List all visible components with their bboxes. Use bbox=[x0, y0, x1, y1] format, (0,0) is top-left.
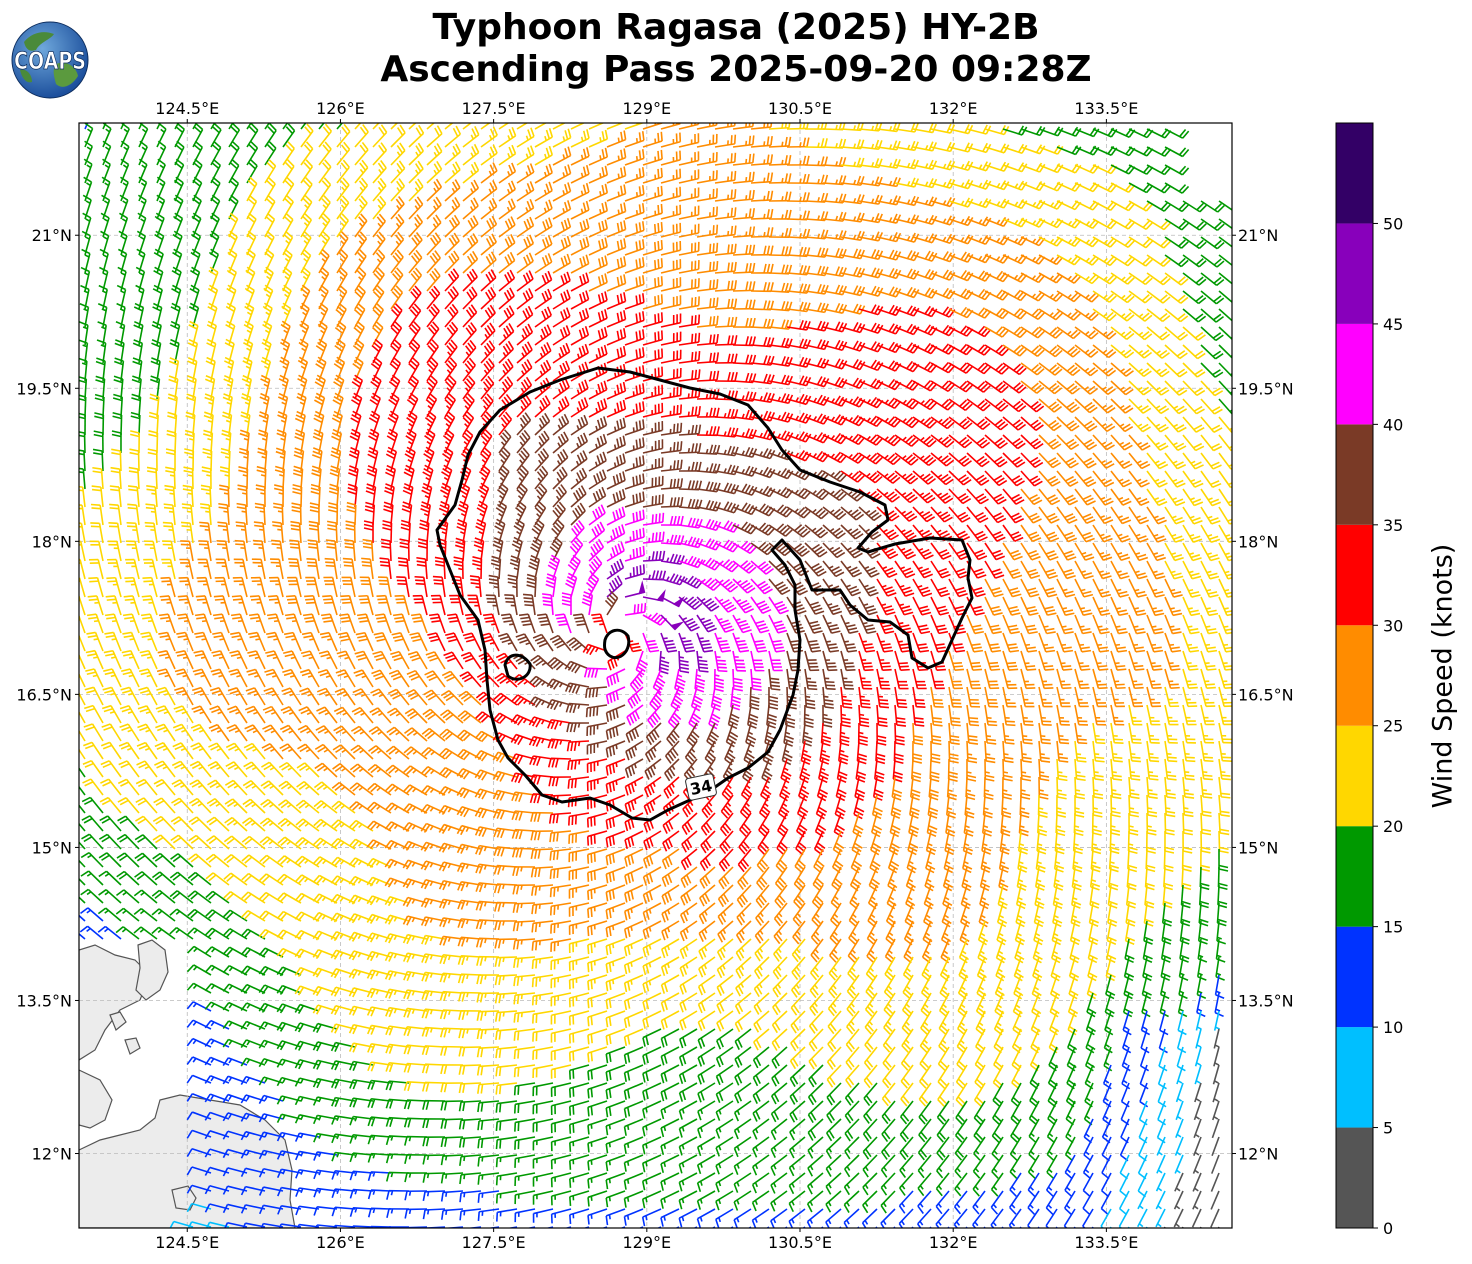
lon-tick-label-bottom: 132°E bbox=[929, 1233, 978, 1252]
lat-tick-label-right: 19.5°N bbox=[1238, 379, 1294, 398]
lon-tick-label-top: 124.5°E bbox=[155, 99, 219, 118]
wind-barb bbox=[734, 1227, 751, 1246]
colorbar-tick-label: 35 bbox=[1383, 516, 1403, 535]
wind-barb bbox=[1046, 1227, 1057, 1250]
lat-tick-label-right: 16.5°N bbox=[1238, 685, 1294, 704]
colorbar-tick-label: 0 bbox=[1383, 1219, 1393, 1238]
wind-barb bbox=[862, 1227, 877, 1249]
wind-barb bbox=[899, 1227, 913, 1249]
colorbar-bin-7 bbox=[1336, 424, 1373, 524]
lat-tick-label-right: 15°N bbox=[1238, 838, 1278, 857]
lon-tick-label-top: 130.5°E bbox=[768, 99, 832, 118]
colorbar-bin-4 bbox=[1336, 726, 1373, 826]
wind-barb bbox=[1064, 1227, 1075, 1250]
lon-tick-label-top: 127.5°E bbox=[462, 99, 526, 118]
lat-tick-label-left: 18°N bbox=[32, 532, 72, 551]
lon-tick-label-top: 132°E bbox=[929, 99, 978, 118]
wind-barb bbox=[881, 1227, 895, 1249]
lat-tick-label-right: 12°N bbox=[1238, 1145, 1278, 1164]
lat-tick-label-left: 15°N bbox=[32, 838, 72, 857]
lon-tick-label-bottom: 127.5°E bbox=[462, 1233, 526, 1252]
lon-tick-label-top: 126°E bbox=[316, 99, 365, 118]
wind-barb bbox=[697, 1227, 715, 1245]
lat-tick-label-left: 12°N bbox=[32, 1145, 72, 1164]
lon-tick-label-top: 133.5°E bbox=[1074, 99, 1138, 118]
lat-tick-label-right: 21°N bbox=[1238, 226, 1278, 245]
wind-barb bbox=[1137, 1227, 1147, 1245]
wind-barb bbox=[296, 1225, 319, 1234]
wind-barb bbox=[588, 1227, 607, 1243]
colorbar-tick-label: 20 bbox=[1383, 817, 1403, 836]
colorbar-tick-label: 5 bbox=[1383, 1119, 1393, 1138]
colorbar-label: Wind Speed (knots) bbox=[1428, 544, 1459, 809]
colorbar-tick-label: 30 bbox=[1383, 616, 1403, 635]
wind-barb bbox=[570, 1227, 589, 1242]
colorbar-bin-1 bbox=[1336, 1027, 1373, 1127]
wind-barb bbox=[1174, 1227, 1183, 1245]
wind-barb bbox=[534, 1227, 553, 1241]
wind-barb bbox=[1028, 1227, 1039, 1250]
colorbar-tick-label: 10 bbox=[1383, 1018, 1403, 1037]
wind-barb bbox=[716, 1227, 733, 1246]
wind-barb bbox=[991, 1227, 1003, 1250]
lat-tick-label-right: 13.5°N bbox=[1238, 991, 1294, 1010]
lat-tick-label-left: 19.5°N bbox=[16, 379, 72, 398]
colorbar-bin-6 bbox=[1336, 525, 1373, 625]
lon-tick-label-top: 129°E bbox=[622, 99, 671, 118]
wind-barb bbox=[1192, 1227, 1201, 1245]
wind-barb bbox=[442, 1227, 463, 1238]
colorbar-tick-label: 15 bbox=[1383, 918, 1403, 937]
colorbar-bin-3 bbox=[1336, 826, 1373, 926]
wind-barb bbox=[552, 1227, 571, 1241]
wind-barb bbox=[844, 1227, 859, 1248]
lon-tick-label-bottom: 133.5°E bbox=[1074, 1233, 1138, 1252]
lat-tick-label-left: 16.5°N bbox=[16, 685, 72, 704]
wind-barb bbox=[679, 1227, 697, 1245]
colorbar-bin-2 bbox=[1336, 927, 1373, 1027]
wind-barb bbox=[1156, 1227, 1165, 1245]
lon-tick-label-bottom: 129°E bbox=[622, 1233, 671, 1252]
colorbar-tick-label: 40 bbox=[1383, 415, 1403, 434]
colorbar-tick-label: 45 bbox=[1383, 315, 1403, 334]
wind-barb bbox=[752, 1227, 769, 1247]
wind-barb bbox=[1211, 1227, 1219, 1245]
colorbar-bin-9 bbox=[1336, 223, 1373, 323]
lon-tick-label-bottom: 124.5°E bbox=[155, 1233, 219, 1252]
lon-tick-label-bottom: 130.5°E bbox=[768, 1233, 832, 1252]
colorbar-bin-8 bbox=[1336, 324, 1373, 424]
lon-tick-label-bottom: 126°E bbox=[316, 1233, 365, 1252]
lat-tick-label-left: 13.5°N bbox=[16, 991, 72, 1010]
colorbar-tick-label: 25 bbox=[1383, 717, 1403, 736]
wind-barb bbox=[1009, 1227, 1021, 1250]
colorbar-bin-10 bbox=[1336, 123, 1373, 223]
colorbar-bin-5 bbox=[1336, 625, 1373, 725]
colorbar-bin-0 bbox=[1336, 1128, 1373, 1228]
lat-tick-label-right: 18°N bbox=[1238, 532, 1278, 551]
colorbar: 0 5 10 15 20 25 30 35 40 45 50 bbox=[1336, 123, 1403, 1238]
lat-tick-label-left: 21°N bbox=[32, 226, 72, 245]
colorbar-tick-label: 50 bbox=[1383, 214, 1403, 233]
